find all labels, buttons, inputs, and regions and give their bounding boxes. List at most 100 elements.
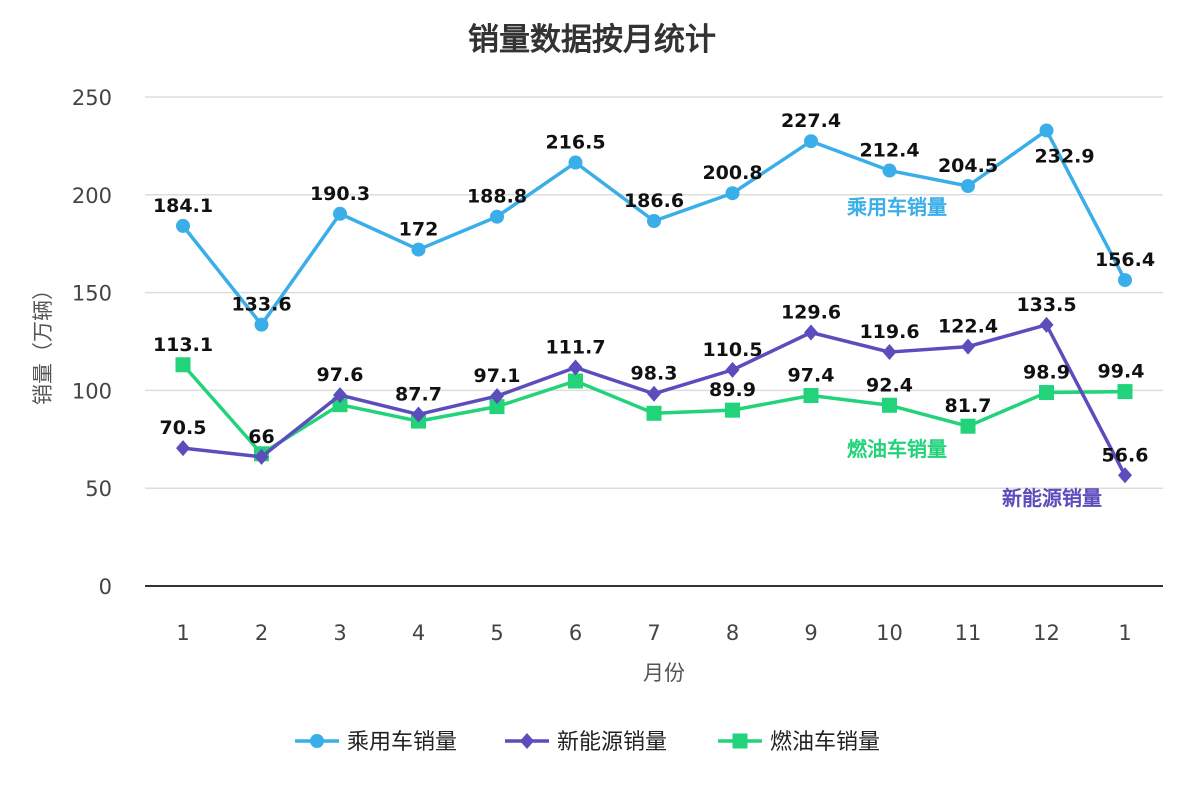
legend-marker-icon: [732, 733, 748, 749]
data-point: [882, 344, 897, 361]
data-label: 97.1: [474, 365, 521, 387]
x-tick-label: 2: [255, 621, 268, 645]
data-label: 87.7: [395, 383, 442, 405]
chart-title: 销量数据按月统计: [468, 22, 716, 58]
data-point: [568, 155, 583, 170]
data-label: 190.3: [310, 183, 370, 205]
legend-marker-icon: [310, 734, 324, 748]
data-point: [961, 338, 975, 355]
data-label: 113.1: [153, 334, 213, 356]
y-tick-label: 100: [72, 379, 112, 403]
data-point: [411, 406, 426, 423]
legend-label: 新能源销量: [557, 730, 667, 755]
x-tick-label: 4: [412, 621, 425, 645]
y-axis-label: 销量（万辆）: [31, 279, 55, 405]
data-point: [254, 317, 269, 332]
data-point: [332, 397, 348, 413]
data-label: 92.4: [866, 374, 913, 396]
data-label: 129.6: [781, 302, 841, 324]
data-label: 156.4: [1095, 249, 1155, 271]
data-point: [882, 163, 897, 178]
data-label: 186.6: [624, 190, 684, 212]
data-label: 188.8: [467, 186, 527, 208]
data-label: 70.5: [160, 417, 207, 439]
data-label: 204.5: [938, 155, 998, 177]
data-label: 200.8: [702, 162, 762, 184]
legend-label: 乘用车销量: [347, 730, 457, 755]
x-axis-label: 月份: [643, 661, 685, 685]
x-tick-label: 7: [647, 621, 660, 645]
data-point: [176, 218, 190, 233]
data-point: [1118, 273, 1132, 288]
data-point: [882, 397, 897, 413]
x-tick-label: 8: [726, 621, 739, 645]
data-point: [568, 373, 583, 389]
y-tick-label: 250: [72, 86, 112, 110]
x-tick-label: 5: [490, 621, 503, 645]
data-label: 172: [399, 219, 439, 241]
data-point: [175, 357, 191, 373]
series-1: [176, 316, 1132, 484]
data-point: [725, 186, 740, 201]
data-point: [333, 206, 347, 221]
data-point: [490, 388, 504, 405]
data-point: [804, 134, 818, 149]
data-point: [960, 418, 976, 434]
series-0: [176, 123, 1132, 332]
y-tick-label: 200: [72, 184, 112, 208]
data-point: [490, 209, 504, 224]
series-inline-label: 新能源销量: [1002, 486, 1102, 510]
data-label: 89.9: [709, 379, 756, 401]
x-tick-label: 1: [1118, 621, 1131, 645]
data-point: [961, 178, 975, 193]
data-point: [176, 440, 190, 457]
data-label: 119.6: [859, 321, 919, 343]
x-tick-label: 12: [1033, 621, 1060, 645]
data-point: [646, 405, 662, 421]
x-tick-label: 6: [569, 621, 582, 645]
data-label: 66: [248, 426, 274, 448]
data-label: 97.6: [317, 364, 364, 386]
data-label: 99.4: [1098, 361, 1145, 383]
x-tick-label: 1: [176, 621, 189, 645]
data-point: [647, 214, 661, 229]
data-point: [1039, 385, 1054, 401]
series-inline-label: 燃油车销量: [847, 437, 947, 461]
data-label: 216.5: [545, 132, 605, 154]
data-point: [803, 387, 819, 403]
data-label: 110.5: [702, 339, 762, 361]
data-label: 212.4: [859, 140, 919, 162]
x-tick-label: 9: [804, 621, 817, 645]
legend-item-1[interactable]: 新能源销量: [505, 730, 667, 755]
x-tick-label: 3: [333, 621, 346, 645]
y-tick-label: 150: [72, 282, 112, 306]
legend-marker-icon: [520, 733, 534, 749]
data-point: [725, 361, 740, 378]
data-label: 111.7: [545, 337, 605, 359]
data-point: [254, 448, 269, 465]
legend-item-0[interactable]: 乘用车销量: [295, 730, 457, 755]
data-label: 133.5: [1016, 294, 1076, 316]
data-label: 98.9: [1023, 362, 1070, 384]
data-point: [1118, 467, 1132, 484]
x-tick-label: 10: [876, 621, 903, 645]
data-point: [1039, 123, 1054, 138]
data-point: [725, 402, 740, 418]
legend-item-2[interactable]: 燃油车销量: [718, 730, 880, 755]
data-point: [804, 324, 818, 341]
y-tick-label: 0: [99, 575, 112, 599]
legend-label: 燃油车销量: [770, 730, 880, 755]
data-point: [568, 359, 583, 376]
data-label: 122.4: [938, 316, 998, 338]
x-tick-label: 11: [955, 621, 982, 645]
data-point: [1117, 384, 1133, 400]
data-label: 81.7: [945, 395, 992, 417]
data-label: 97.4: [788, 364, 835, 386]
data-label: 98.3: [631, 363, 678, 385]
data-label: 56.6: [1102, 444, 1149, 466]
data-point: [647, 385, 661, 402]
data-label: 133.6: [231, 294, 291, 316]
y-tick-label: 50: [85, 477, 112, 501]
series-inline-label: 乘用车销量: [846, 195, 947, 219]
